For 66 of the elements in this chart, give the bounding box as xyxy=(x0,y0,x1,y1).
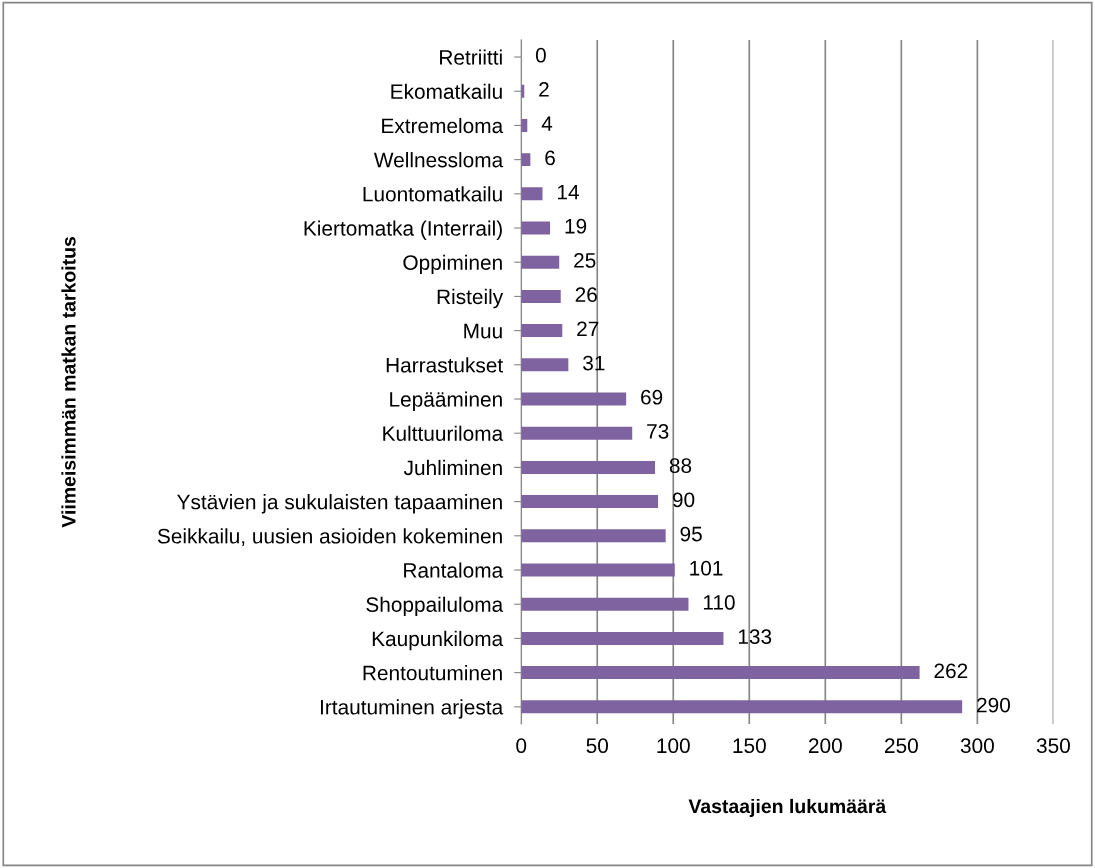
y-tick-label: Kaupunkiloma xyxy=(372,630,504,651)
data-label: 0 xyxy=(535,47,546,63)
data-label: 95 xyxy=(680,526,702,542)
y-tick-label: Extremeloma xyxy=(382,117,504,134)
bar xyxy=(521,289,561,303)
y-tick-label: Luontomatkailu xyxy=(363,186,502,202)
y-axis-title: Viimeisimmän matkan tarkoitus xyxy=(61,237,76,528)
y-tick-label: Shoppailuloma xyxy=(366,596,504,617)
y-tick-label: Kiertomatka (Interrail) xyxy=(304,220,502,240)
data-label: 110 xyxy=(703,595,735,610)
bar xyxy=(521,324,563,338)
data-label: 69 xyxy=(641,389,663,405)
y-tick-label: Ystävien ja sukulaisten tapaaminen xyxy=(177,494,502,514)
bar xyxy=(521,187,543,201)
y-tick-label: Kulttuuriloma xyxy=(383,425,504,441)
x-tick-label: 0 xyxy=(516,738,527,754)
data-label: 2 xyxy=(539,82,549,97)
y-tick-label: Seikkailu, uusien asioiden kokeminen xyxy=(157,528,502,547)
data-label: 14 xyxy=(557,184,579,200)
data-label: 27 xyxy=(577,321,599,337)
x-tick-label: 50 xyxy=(586,738,609,754)
data-label: 133 xyxy=(738,629,772,645)
data-label: 19 xyxy=(565,218,587,234)
y-tick-label: Rentoutuminen xyxy=(363,665,502,681)
x-axis-title: Vastaajien lukumäärä xyxy=(688,798,887,818)
x-tick-label: 100 xyxy=(657,738,690,754)
bar xyxy=(521,426,633,440)
bar xyxy=(521,529,666,543)
y-tick-label: Risteily xyxy=(437,288,504,309)
x-tick-label: 350 xyxy=(1036,738,1070,754)
data-label: 101 xyxy=(690,560,723,576)
y-tick-label: Rantaloma xyxy=(404,562,504,578)
y-tick-label: Oppiminen xyxy=(403,254,502,275)
bar xyxy=(521,700,963,714)
y-tick-label: Harrastukset xyxy=(386,357,504,373)
x-tick-label: 250 xyxy=(885,738,918,754)
data-label: 290 xyxy=(977,697,1010,713)
data-label: 25 xyxy=(574,253,596,268)
bar xyxy=(521,221,551,235)
y-tick-label: Muu xyxy=(464,323,502,339)
data-label: 88 xyxy=(669,458,692,474)
data-label: 4 xyxy=(541,116,553,131)
x-tick-label: 200 xyxy=(808,738,842,754)
bar xyxy=(521,495,659,509)
data-label: 26 xyxy=(575,287,597,303)
bar xyxy=(521,460,656,474)
x-tick-label: 300 xyxy=(960,738,994,754)
data-label: 90 xyxy=(672,492,695,508)
x-tick-label: 150 xyxy=(733,738,766,754)
y-tick-label: Ekomatkailu xyxy=(391,83,502,99)
data-label: 73 xyxy=(647,424,669,439)
bar xyxy=(521,666,920,680)
bar xyxy=(521,255,560,269)
data-label: 262 xyxy=(934,663,968,679)
bar xyxy=(521,563,675,577)
data-label: 31 xyxy=(583,355,605,371)
data-label: 6 xyxy=(545,150,555,166)
bar xyxy=(521,631,724,645)
bar xyxy=(521,597,689,611)
y-tick-label: Lepääminen xyxy=(390,391,502,411)
y-tick-label: Retriitti xyxy=(440,49,502,65)
y-tick-label: Juhliminen xyxy=(403,459,502,476)
y-tick-label: Irtautuminen arjesta xyxy=(320,699,504,719)
bar xyxy=(521,392,627,406)
bar xyxy=(521,358,569,372)
y-tick-label: Wellnessloma xyxy=(373,152,504,168)
